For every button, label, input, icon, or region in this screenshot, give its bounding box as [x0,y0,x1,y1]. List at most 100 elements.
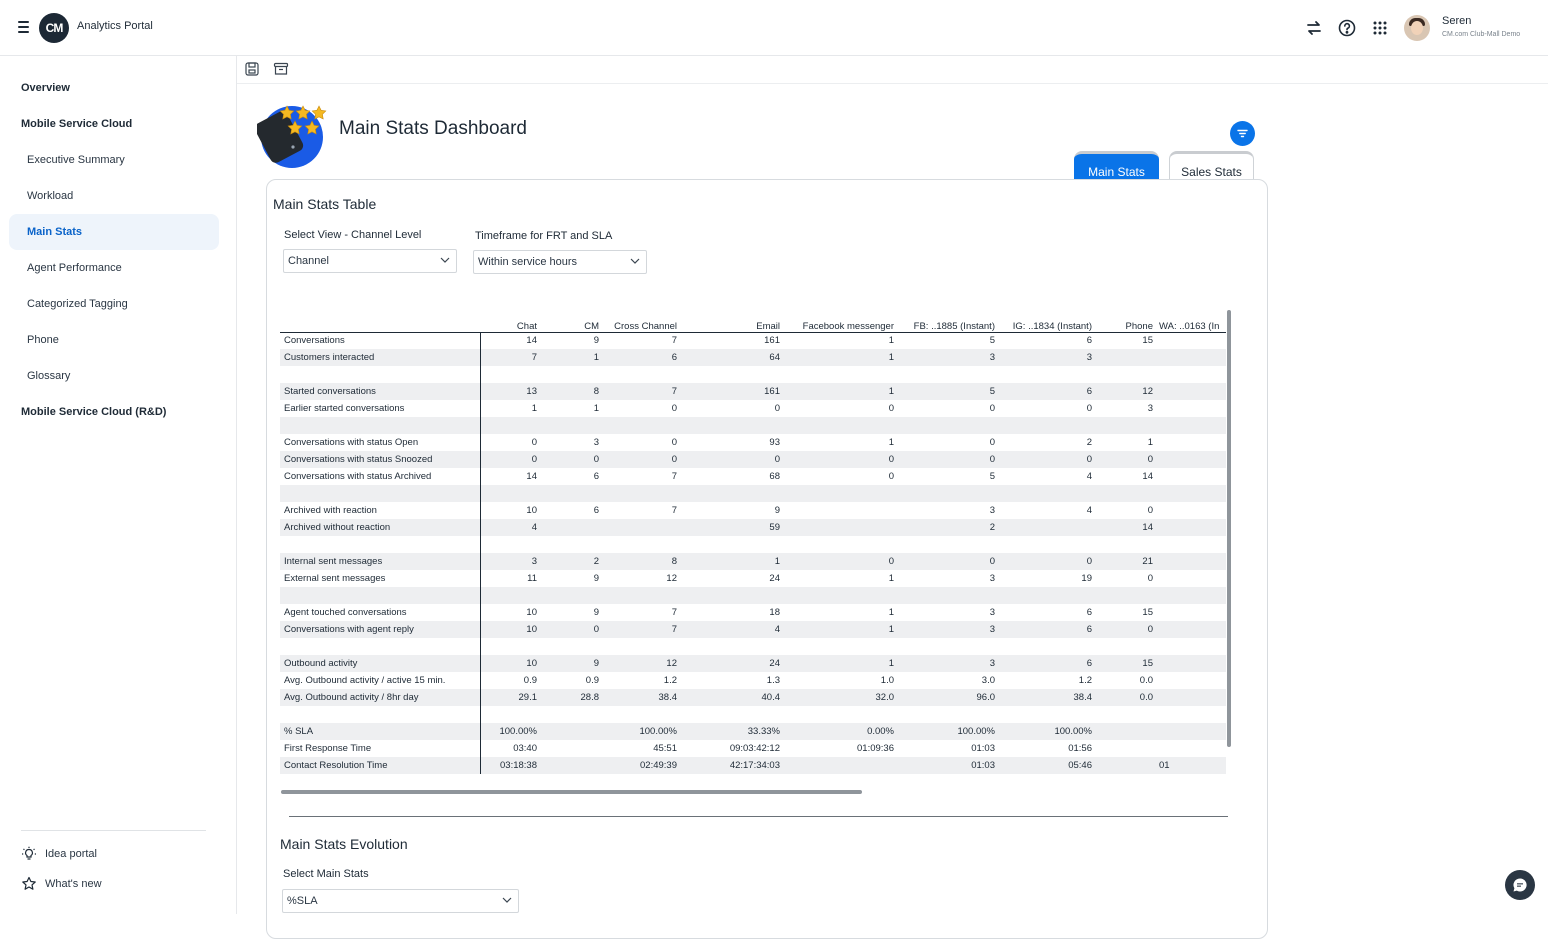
table-cell: 6 [593,505,599,516]
timeframe-select[interactable]: Within service hours [473,250,647,274]
table-cell [1155,723,1226,740]
table-cell [997,638,1094,655]
table-cell: 8 [539,383,601,400]
table-cell: 02:49:39 [601,757,679,774]
horizontal-scrollbar[interactable] [281,790,862,794]
table-cell: 3 [1147,403,1153,414]
main-stats-table-container[interactable]: Chat CM Cross Channel Email Facebook mes… [280,310,1226,780]
table-cell [1155,587,1226,604]
table-cell: 0.9 [523,675,537,686]
table-row: Contact Resolution Time 03:18:38 02:49:39 4… [280,757,1226,774]
table-cell [896,485,997,502]
table-cell: 8 [601,553,679,570]
table-cell [601,485,679,502]
table-cell: 03:40 [513,743,537,754]
column-header[interactable]: CM [584,320,599,332]
row-label: Conversations [280,332,481,349]
table-cell: 29.1 [480,689,539,706]
column-header[interactable]: Phone [1125,320,1153,332]
table-cell [601,536,679,553]
table-cell: 28.8 [539,689,601,706]
avatar[interactable] [1404,15,1430,41]
table-cell [1155,740,1226,757]
row-label [280,587,481,604]
table-cell: 0 [997,553,1094,570]
table-cell [1155,332,1226,349]
table-row: Agent touched conversations 10 9 7 18 1 3 6 15 [280,604,1226,621]
table-cell [480,536,539,553]
hamburger-menu-icon[interactable] [18,21,29,33]
table-cell [997,587,1094,604]
table-row: % SLA 100.00% 100.00% 33.33% 0.00% 100.00% 100… [280,723,1226,740]
table-cell: 3 [593,437,599,448]
column-header[interactable]: WA: ..0163 (In [1159,320,1220,332]
apps-grid-icon[interactable] [1370,18,1390,38]
table-cell: 9 [593,607,599,618]
column-header[interactable]: Facebook messenger [802,320,894,332]
table-cell: 0 [480,451,539,468]
sidebar-item-overview[interactable]: Overview [21,82,70,94]
main-stats-select[interactable]: %SLA [282,889,519,913]
view-select[interactable]: Channel [283,249,457,273]
sidebar-item-main-stats[interactable]: Main Stats [9,214,219,250]
column-header[interactable]: IG: ..1834 (Instant) [1012,320,1092,332]
archive-icon[interactable] [273,61,289,77]
main-stats-select-label: Select Main Stats [283,868,369,880]
table-cell: 0 [888,403,894,414]
column-header[interactable]: Email [756,320,780,332]
table-cell [1155,434,1226,451]
table-row: Avg. Outbound activity / 8hr day 29.1 28.8… [280,689,1226,706]
sidebar-item-mobile-service-cloud[interactable]: Mobile Service Cloud [21,118,133,130]
table-cell: 4 [1086,505,1092,516]
column-header[interactable]: Cross Channel [614,320,677,332]
table-cell [679,417,782,434]
table-cell [1155,706,1226,723]
table-cell [480,366,539,383]
sidebar-item-glossary[interactable]: Glossary [27,370,71,382]
row-label: Conversations with status Archived [280,468,481,485]
sidebar-item-workload[interactable]: Workload [27,190,74,202]
sidebar-item-phone[interactable]: Phone [27,334,59,346]
column-header[interactable]: Chat [516,320,537,332]
vertical-scrollbar[interactable] [1227,310,1231,747]
table-cell: 45:51 [653,743,677,754]
table-cell: 15 [1142,335,1153,347]
sidebar-item-categorized-tagging[interactable]: Categorized Tagging [27,298,128,310]
main-stats-table: Chat CM Cross Channel Email Facebook mes… [280,310,1226,774]
table-cell [1155,383,1226,400]
table-cell [782,587,896,604]
help-icon[interactable] [1337,18,1357,38]
table-cell: 1 [679,553,782,570]
sidebar-item-agent-performance[interactable]: Agent Performance [27,262,122,274]
table-cell [1094,417,1155,434]
table-cell [539,485,601,502]
column-header[interactable]: FB: ..1885 (Instant) [913,320,995,332]
sidebar-item-mobile-service-cloud-rd[interactable]: Mobile Service Cloud (R&D) [21,406,167,418]
table-cell [1155,519,1226,536]
table-cell: 1 [888,607,894,618]
tab-sales-stats[interactable]: Sales Stats [1169,151,1254,180]
table-cell: 14 [1094,519,1155,536]
cm-logo[interactable]: CM [39,13,69,43]
table-cell: 0.0 [1094,689,1155,706]
table-cell: 7 [601,383,679,400]
save-icon[interactable] [244,61,260,77]
table-cell: 10 [480,655,539,672]
chat-support-button[interactable] [1505,870,1535,900]
table-cell: 5 [896,383,997,400]
tab-main-stats[interactable]: Main Stats [1074,151,1159,180]
table-cell [1155,672,1226,689]
table-cell: 05:46 [997,757,1094,774]
table-cell [601,587,679,604]
table-cell: 0 [989,403,995,414]
table-cell [1094,757,1155,774]
table-cell [539,417,601,434]
table-cell [997,485,1094,502]
table-body: Conversations 14 9 7 161 1 5 6 15 Customers inter… [280,332,1226,774]
table-cell: 01:03 [971,743,995,754]
sidebar-item-executive-summary[interactable]: Executive Summary [27,154,125,166]
table-cell: 1 [593,403,599,414]
swap-icon[interactable] [1304,18,1324,38]
table-spacer-row [280,485,1226,502]
filter-button[interactable] [1230,121,1255,146]
